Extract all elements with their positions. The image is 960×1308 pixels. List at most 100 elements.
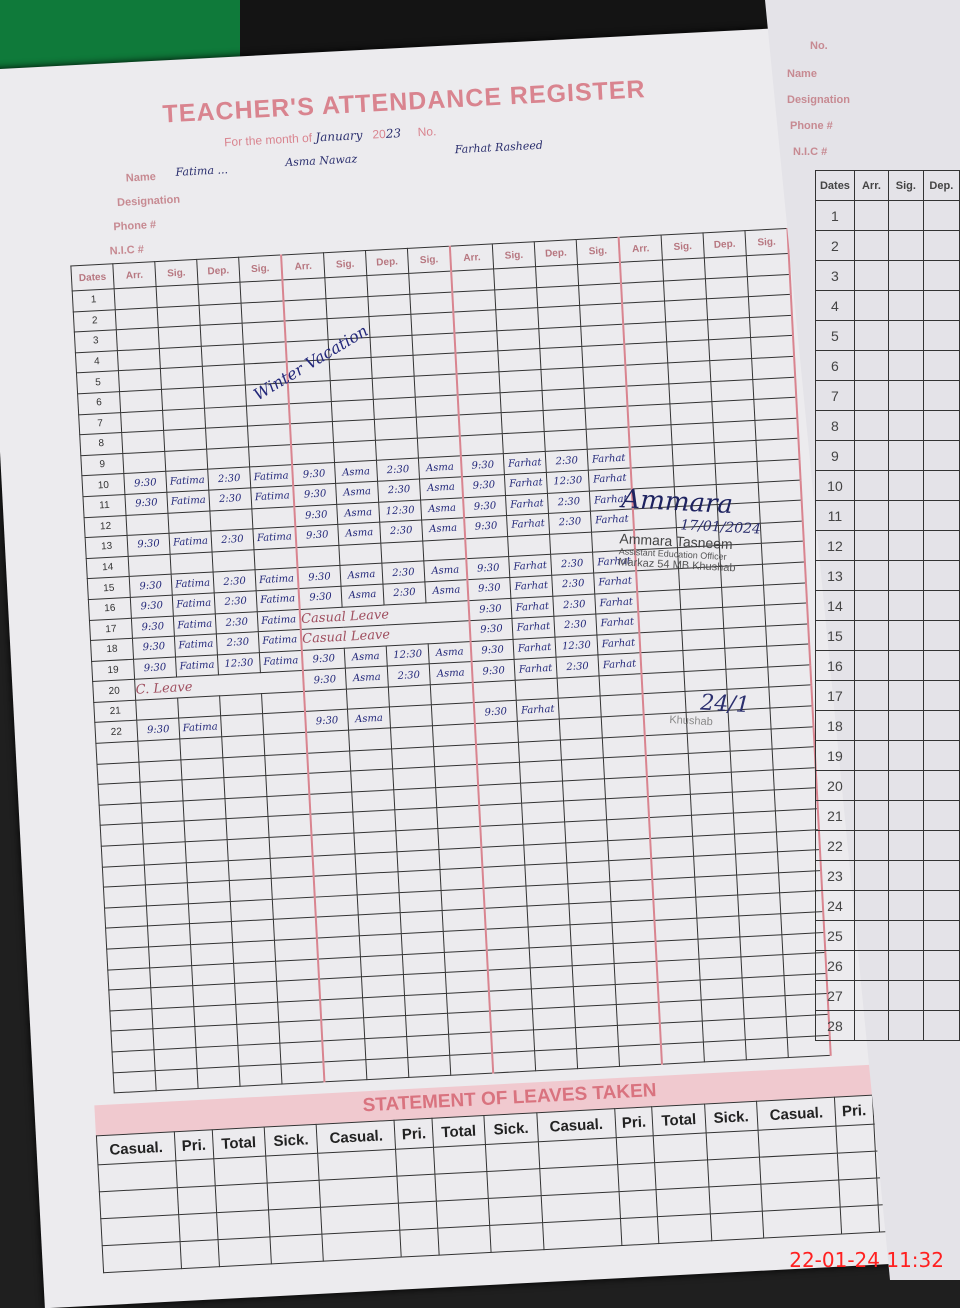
name-label: Name xyxy=(125,170,157,185)
entry-cell: Farhat xyxy=(510,595,554,619)
date-cell: 1 xyxy=(72,288,116,312)
entry-cell xyxy=(611,920,656,944)
entry-cell: Fatima xyxy=(173,613,217,637)
entry-cell: 12:30 xyxy=(217,652,261,676)
rp-cell xyxy=(853,320,890,351)
date-cell: 9 xyxy=(80,453,124,477)
no-label: No. xyxy=(417,124,437,140)
date-cell xyxy=(109,1008,153,1032)
entry-cell xyxy=(436,805,481,829)
entry-cell xyxy=(645,753,690,777)
col-header: Dep. xyxy=(534,239,578,267)
entry-cell xyxy=(703,1039,747,1063)
entry-cell xyxy=(179,736,223,760)
date-cell xyxy=(101,844,145,867)
entry-cell xyxy=(689,771,733,795)
entry-cell xyxy=(364,1036,408,1060)
entry-cell xyxy=(667,360,711,384)
entry-cell: Fatima xyxy=(174,633,218,657)
entry-cell xyxy=(372,376,416,399)
entry-cell: Fatima xyxy=(255,567,299,591)
date-cell: 10 xyxy=(81,473,125,497)
entry-cell xyxy=(276,979,321,1002)
rp-date-cell: 19 xyxy=(815,740,855,771)
year-label: 20 xyxy=(372,126,387,142)
entry-cell xyxy=(194,1024,238,1048)
entry-cell xyxy=(650,835,694,859)
entry-cell xyxy=(152,1026,196,1050)
entry-cell xyxy=(608,858,653,882)
col-header: Sig. xyxy=(661,232,705,261)
entry-cell: 2:30 xyxy=(213,570,257,593)
entry-cell xyxy=(622,301,666,324)
entry-cell xyxy=(395,828,439,852)
leaves-header: Sick. xyxy=(263,1124,319,1157)
entry-cell xyxy=(444,949,488,973)
entry-cell: 9:30 xyxy=(460,453,505,477)
entry-cell xyxy=(365,1057,409,1080)
col-header: Dep. xyxy=(365,248,409,276)
entry-cell xyxy=(283,298,328,322)
rp-cell xyxy=(922,530,960,561)
entry-cell xyxy=(400,910,444,934)
entry-cell: 2:30 xyxy=(377,478,421,502)
entry-cell xyxy=(452,289,496,313)
entry-cell xyxy=(709,358,753,382)
entry-cell xyxy=(527,904,571,927)
rp-row: 21 xyxy=(815,800,960,831)
entry-cell xyxy=(704,255,748,279)
entry-cell xyxy=(316,935,361,959)
date-cell: 3 xyxy=(74,329,118,353)
entry-cell xyxy=(306,730,350,753)
entry-cell xyxy=(652,877,696,900)
entry-cell: Farhat xyxy=(595,611,640,635)
entry-cell: 2:30 xyxy=(551,572,595,596)
entry-cell xyxy=(607,838,652,861)
leaves-cell xyxy=(618,1189,658,1219)
leaves-header: Total xyxy=(211,1127,266,1159)
rp-cell xyxy=(888,200,924,231)
entry-cell xyxy=(668,381,712,405)
entry-cell xyxy=(362,995,406,1019)
rp-row: 27 xyxy=(815,980,960,1011)
entry-cell xyxy=(272,896,316,920)
entry-cell xyxy=(659,1020,704,1044)
entry-cell xyxy=(618,1043,662,1067)
rp-cell xyxy=(853,590,890,621)
entry-cell xyxy=(714,440,758,464)
rp-cell xyxy=(888,440,924,471)
entry-cell xyxy=(616,1002,660,1026)
entry-cell xyxy=(697,936,741,960)
col-header: Sig. xyxy=(238,254,283,283)
entry-cell: Asma xyxy=(344,645,388,669)
leaves-cell xyxy=(395,1147,435,1177)
entry-cell: Asma xyxy=(335,481,379,504)
entry-cell xyxy=(496,328,540,352)
entry-cell: Farhat xyxy=(516,698,560,722)
entry-cell xyxy=(190,942,234,966)
entry-cell xyxy=(371,355,415,379)
entry-cell xyxy=(280,1061,325,1085)
leaves-cell xyxy=(707,1157,762,1187)
entry-cell xyxy=(185,839,229,863)
entry-cell xyxy=(163,428,207,452)
leaves-cell xyxy=(213,1156,267,1186)
rp-cell xyxy=(853,710,890,741)
entry-cell: 2:30 xyxy=(208,487,252,511)
entry-cell xyxy=(396,849,440,872)
entry-cell xyxy=(158,325,202,349)
entry-cell xyxy=(224,796,268,820)
entry-cell xyxy=(539,346,583,370)
entry-cell xyxy=(465,536,509,560)
entry-cell xyxy=(353,830,397,854)
rp-cell xyxy=(888,290,924,321)
entry-cell xyxy=(145,882,189,906)
entry-cell xyxy=(338,542,382,566)
entry-cell: 9:30 xyxy=(132,636,176,659)
entry-cell xyxy=(495,307,539,331)
rp-date-cell: 9 xyxy=(815,440,855,471)
entry-cell xyxy=(664,298,708,322)
entry-cell xyxy=(725,666,769,690)
entry-cell xyxy=(749,315,794,338)
entry-cell xyxy=(189,921,233,945)
